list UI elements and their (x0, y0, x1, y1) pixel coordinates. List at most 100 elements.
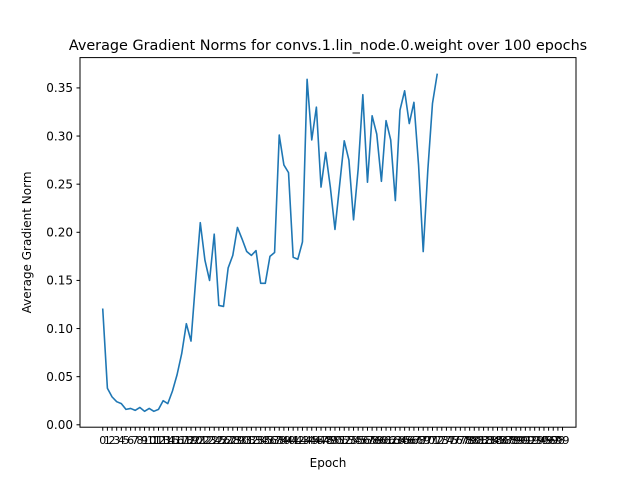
x-tick-label-90: 90 (514, 434, 528, 447)
x-tick-label-43: 43 (295, 434, 309, 447)
y-tick-label-7: 0.35 (46, 81, 73, 95)
x-tick-label-94: 94 (532, 434, 546, 447)
x-tick-label-58: 58 (365, 434, 379, 447)
y-tick-label-4: 0.20 (46, 226, 73, 240)
x-tick-label-57: 57 (360, 434, 374, 447)
x-tick-label-21: 21 (193, 434, 207, 447)
x-tick-label-5: 5 (122, 434, 129, 447)
y-tick-label-5: 0.25 (46, 177, 73, 191)
x-tick-label-32: 32 (244, 434, 258, 447)
x-tick-label-4: 4 (118, 434, 125, 447)
x-tick-label-39: 39 (277, 434, 291, 447)
x-tick-label-31: 31 (240, 434, 254, 447)
x-tick-label-55: 55 (351, 434, 365, 447)
x-tick-label-19: 19 (184, 434, 198, 447)
x-tick-label-33: 33 (249, 434, 263, 447)
x-tick-label-67: 67 (407, 434, 421, 447)
x-tick-label-86: 86 (495, 434, 509, 447)
x-tick-label-68: 68 (412, 434, 426, 447)
plot-frame (79, 57, 577, 428)
y-tick-label-0: 0.00 (46, 418, 73, 432)
y-tick-label-1: 0.05 (46, 370, 73, 384)
x-tick-label-65: 65 (398, 434, 412, 447)
x-tick-label-7: 7 (132, 434, 139, 447)
x-tick-label-69: 69 (416, 434, 430, 447)
x-tick-label-3: 3 (113, 434, 120, 447)
x-tick-label-79: 79 (463, 434, 477, 447)
y-tick-label-6: 0.30 (46, 129, 73, 143)
x-tick-label-66: 66 (402, 434, 416, 447)
x-tick-label-37: 37 (268, 434, 282, 447)
x-tick-label-23: 23 (203, 434, 217, 447)
x-tick-label-38: 38 (272, 434, 286, 447)
x-tick-label-99: 99 (556, 434, 570, 447)
series-line-0 (101, 73, 439, 413)
x-tick-label-40: 40 (282, 434, 296, 447)
x-tick-label-91: 91 (518, 434, 532, 447)
x-tick-label-59: 59 (370, 434, 384, 447)
x-tick-label-20: 20 (189, 434, 203, 447)
x-tick-label-74: 74 (439, 434, 453, 447)
x-tick-label-15: 15 (165, 434, 179, 447)
x-tick-label-36: 36 (263, 434, 277, 447)
x-tick-label-8: 8 (136, 434, 143, 447)
x-tick-label-87: 87 (500, 434, 514, 447)
x-tick-label-45: 45 (305, 434, 319, 447)
x-tick-label-61: 61 (379, 434, 393, 447)
x-tick-label-30: 30 (235, 434, 249, 447)
x-tick-label-84: 84 (486, 434, 500, 447)
x-tick-label-41: 41 (286, 434, 300, 447)
x-tick-label-76: 76 (449, 434, 463, 447)
x-tick-label-81: 81 (472, 434, 486, 447)
x-tick-label-78: 78 (458, 434, 472, 447)
x-axis: 0123456789101112131415161718192021222324… (99, 427, 570, 447)
x-tick-label-1: 1 (104, 434, 111, 447)
x-tick-label-50: 50 (328, 434, 342, 447)
y-axis-label: Average Gradient Norm (20, 171, 34, 313)
x-tick-label-25: 25 (212, 434, 226, 447)
x-tick-label-62: 62 (384, 434, 398, 447)
x-tick-label-10: 10 (142, 434, 156, 447)
x-tick-label-92: 92 (523, 434, 537, 447)
x-tick-label-98: 98 (551, 434, 565, 447)
x-tick-label-56: 56 (356, 434, 370, 447)
x-tick-label-72: 72 (430, 434, 444, 447)
x-tick-label-22: 22 (198, 434, 212, 447)
plot-area (101, 73, 439, 413)
x-tick-label-95: 95 (537, 434, 551, 447)
x-tick-label-49: 49 (323, 434, 337, 447)
x-tick-label-46: 46 (309, 434, 323, 447)
x-tick-label-82: 82 (477, 434, 491, 447)
x-tick-label-24: 24 (207, 434, 221, 447)
x-tick-label-34: 34 (254, 434, 268, 447)
x-tick-label-51: 51 (333, 434, 347, 447)
x-tick-label-47: 47 (314, 434, 328, 447)
x-tick-label-28: 28 (226, 434, 240, 447)
x-tick-label-9: 9 (141, 434, 148, 447)
x-tick-label-80: 80 (467, 434, 481, 447)
x-tick-label-48: 48 (319, 434, 333, 447)
x-tick-label-93: 93 (528, 434, 542, 447)
x-tick-label-71: 71 (425, 434, 439, 447)
x-tick-label-0: 0 (99, 434, 106, 447)
x-tick-label-17: 17 (175, 434, 189, 447)
x-tick-label-16: 16 (170, 434, 184, 447)
x-tick-label-70: 70 (421, 434, 435, 447)
x-tick-label-64: 64 (393, 434, 407, 447)
x-tick-label-85: 85 (491, 434, 505, 447)
x-tick-label-26: 26 (217, 434, 231, 447)
x-tick-label-11: 11 (147, 434, 161, 447)
x-tick-label-12: 12 (151, 434, 165, 447)
x-tick-label-18: 18 (179, 434, 193, 447)
x-tick-label-73: 73 (435, 434, 449, 447)
x-axis-label: Epoch (310, 456, 347, 470)
x-tick-label-88: 88 (504, 434, 518, 447)
y-axis: 0.00 0.05 0.10 0.15 0.20 0.25 0.30 0.35 (46, 81, 80, 432)
x-tick-label-89: 89 (509, 434, 523, 447)
x-tick-label-53: 53 (342, 434, 356, 447)
x-tick-label-63: 63 (388, 434, 402, 447)
x-tick-label-60: 60 (374, 434, 388, 447)
x-tick-label-27: 27 (221, 434, 235, 447)
x-tick-label-14: 14 (161, 434, 175, 447)
